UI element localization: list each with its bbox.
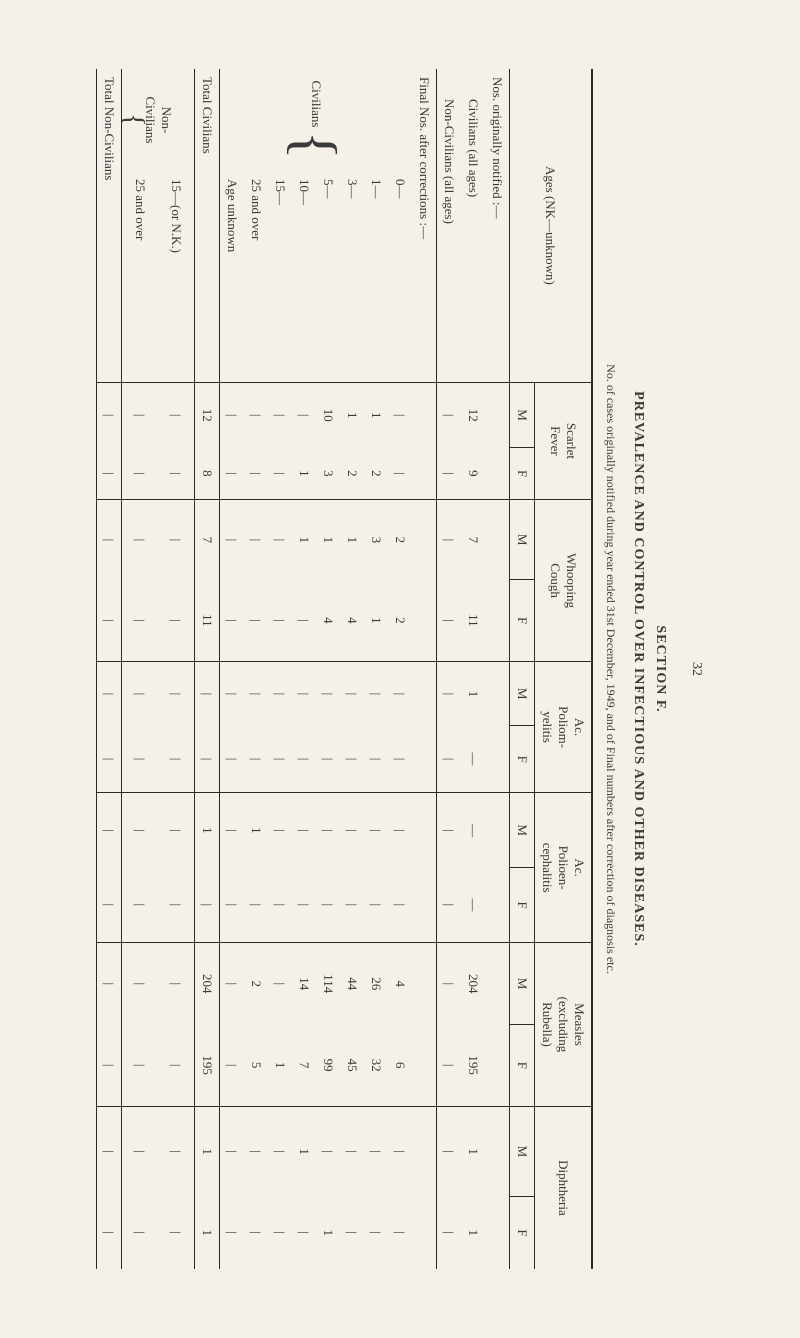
disease-header-4: Measles (excluding Rubella) [535, 943, 593, 1107]
mf-f-2: F [510, 726, 535, 793]
disease-header-5: Diphtheria [535, 1106, 593, 1269]
subtitle: No. of cases originally notified during … [603, 69, 618, 1269]
table-row: 25 and over || || || 1| 25 || [244, 69, 268, 1269]
disease-header-2: Ac. Poliom- yelitis [535, 662, 593, 793]
table-row: Total Civilians 128 711 || 1| 204195 11 [195, 69, 220, 1269]
table-row: 25 and over || || || || || || [122, 69, 159, 1269]
disease-header-0: Scarlet Fever [535, 382, 593, 499]
table-row: 15— || || || || |1 || [268, 69, 292, 1269]
mf-f-4: F [510, 1024, 535, 1106]
mf-m-2: M [510, 662, 535, 726]
civilians-group-label: Civilians { [220, 69, 413, 171]
table-row: Civilians (all ages) 129 711 1— —— 20419… [461, 69, 485, 1269]
mf-m-0: M [510, 382, 535, 447]
disease-table: Ages (NK—unknown) Scarlet Fever Whooping… [96, 69, 593, 1269]
final-nos-label: Final Nos. after corrections :— [412, 69, 437, 382]
mf-m-5: M [510, 1106, 535, 1196]
table-row: Non-Civilians (all ages) || || || || || … [437, 69, 462, 1269]
main-title: PREVALENCE AND CONTROL OVER INFECTIOUS A… [630, 69, 646, 1269]
mf-f-0: F [510, 448, 535, 500]
non-civilians-group-label: Non- Civilians { [122, 69, 195, 171]
mf-m-4: M [510, 943, 535, 1025]
mf-f-3: F [510, 868, 535, 943]
disease-header-3: Ac. Polioen- cephalitis [535, 793, 593, 943]
table-row: 1— 12 31 || || 2632 || [364, 69, 388, 1269]
non-civilians-all-ages: Non-Civilians (all ages) [437, 69, 462, 382]
mf-m-3: M [510, 793, 535, 868]
mf-m-1: M [510, 500, 535, 580]
total-civilians-label: Total Civilians [195, 69, 220, 382]
page-number: 32 [688, 69, 704, 1269]
disease-header-1: Whooping Cough [535, 500, 593, 662]
table-row: 10— |1 1| || || 147 1| [292, 69, 316, 1269]
table-row: Civilians { 0— || 22 || || 46 || [388, 69, 412, 1269]
table-row: Age unknown || || || || || || [220, 69, 245, 1269]
table-row: Non- Civilians { 15—(or N.K.) || || || |… [158, 69, 195, 1269]
mf-f-1: F [510, 580, 535, 662]
section-title: SECTION F. [652, 69, 668, 1269]
ages-header: Ages (NK—unknown) [510, 69, 593, 382]
civilians-all-ages: Civilians (all ages) [461, 69, 485, 382]
table-row: 5— 103 14 || || 11499 |1 [316, 69, 340, 1269]
table-row: 3— 12 14 || || 4445 || [340, 69, 364, 1269]
table-row: Total Non-Civilians || || || || || || [97, 69, 122, 1269]
mf-f-5: F [510, 1196, 535, 1269]
orig-notified-label: Nos. originally notified :— [485, 69, 510, 382]
